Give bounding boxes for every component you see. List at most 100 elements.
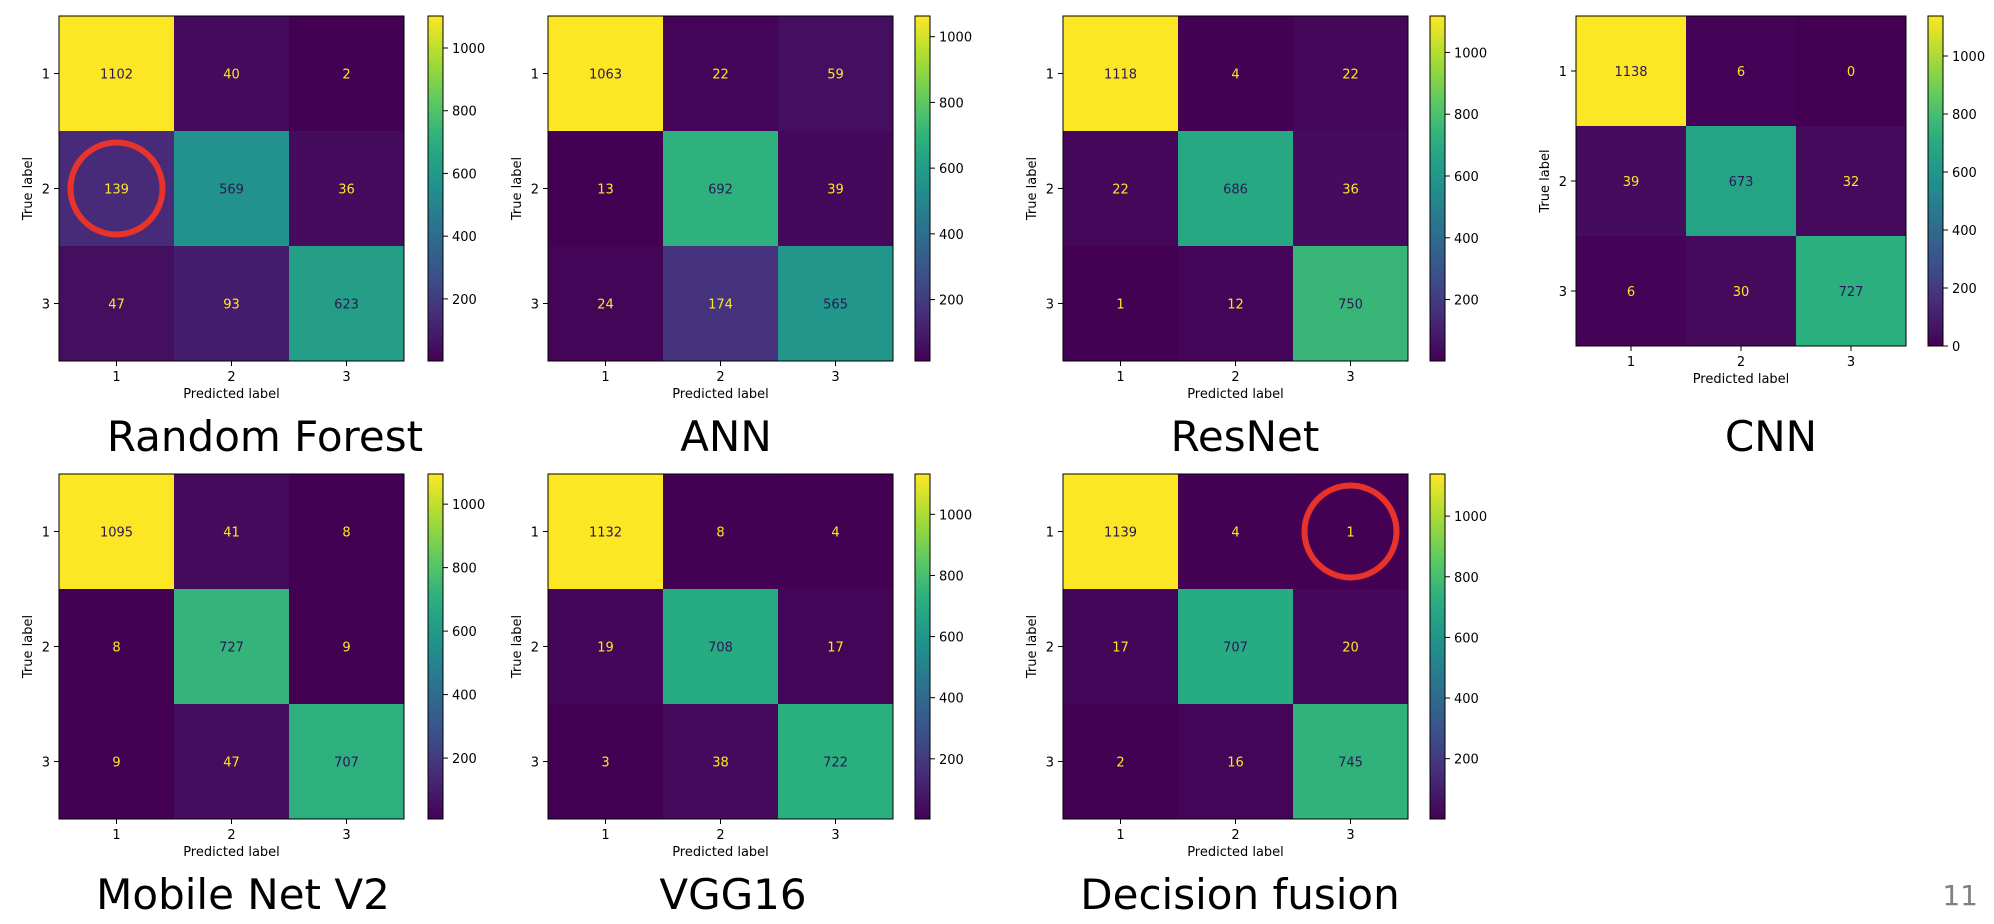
- cell-r2-c1: [548, 131, 663, 246]
- highlight-circle: [1301, 482, 1400, 581]
- x-tick-label-2: 2: [716, 370, 724, 385]
- matrix-frame: [1062, 473, 1409, 820]
- y-tick-label-2: 2: [42, 641, 50, 656]
- cell-value-r2-c2: 727: [219, 641, 244, 656]
- cell-r3-c3: [289, 246, 404, 361]
- matrix-frame: [58, 473, 405, 820]
- y-tick-label-3: 3: [42, 756, 50, 771]
- colorbar-tick-label-1000: 1000: [1952, 50, 1985, 65]
- cell-r3-c2: [1686, 236, 1796, 346]
- x-axis-label: Predicted label: [672, 387, 769, 402]
- cell-r2-c1: [59, 131, 174, 246]
- cell-r3-c3: [778, 246, 893, 361]
- colorbar-tick-label-800: 800: [1952, 108, 1977, 123]
- matrix-frame: [58, 15, 405, 362]
- cell-value-r2-c3: 32: [1843, 175, 1860, 190]
- cell-value-r2-c2: 707: [1223, 641, 1248, 656]
- cell-value-r3-c3: 727: [1839, 285, 1864, 300]
- y-tick-label-2: 2: [1046, 183, 1054, 198]
- colorbar: [427, 473, 444, 820]
- cell-value-r3-c3: 722: [823, 756, 848, 771]
- cell-value-r3-c1: 1: [1116, 298, 1124, 313]
- matrix-frame: [547, 473, 894, 820]
- cell-value-r2-c2: 686: [1223, 183, 1248, 198]
- cell-r2-c3: [289, 589, 404, 704]
- cell-r3-c1: [548, 246, 663, 361]
- cell-r2-c2: [1178, 131, 1293, 246]
- cell-value-r3-c2: 30: [1733, 285, 1750, 300]
- y-tick-label-3: 3: [1559, 285, 1567, 300]
- y-tick-label-3: 3: [531, 756, 539, 771]
- x-tick-label-3: 3: [342, 370, 350, 385]
- colorbar-tick-label-400: 400: [1454, 692, 1479, 707]
- caption-cnn: CNN: [1724, 412, 1818, 461]
- y-tick-label-1: 1: [531, 526, 539, 541]
- cell-r2-c1: [1063, 589, 1178, 704]
- y-tick-label-1: 1: [1559, 65, 1567, 80]
- cell-value-r3-c1: 2: [1116, 756, 1124, 771]
- x-axis-label: Predicted label: [672, 845, 769, 860]
- cell-value-r1-c1: 1139: [1104, 526, 1137, 541]
- cell-r3-c3: [1796, 236, 1906, 346]
- y-tick-label-1: 1: [42, 68, 50, 83]
- y-axis-label: True label: [510, 157, 525, 221]
- x-axis-label: Predicted label: [1187, 845, 1284, 860]
- cell-value-r2-c2: 708: [708, 641, 733, 656]
- y-tick-label-2: 2: [42, 183, 50, 198]
- cell-r2-c3: [778, 131, 893, 246]
- page-number: 11: [1942, 879, 1978, 912]
- cell-value-r3-c3: 565: [823, 298, 848, 313]
- cell-value-r3-c1: 24: [597, 298, 614, 313]
- colorbar-tick-label-1000: 1000: [939, 508, 972, 523]
- cell-value-r2-c1: 19: [597, 641, 614, 656]
- y-tick-label-2: 2: [531, 641, 539, 656]
- cell-value-r1-c3: 8: [342, 526, 350, 541]
- cell-value-r2-c1: 39: [1623, 175, 1640, 190]
- x-tick-label-3: 3: [342, 828, 350, 843]
- cell-r1-c1: [1063, 474, 1178, 589]
- colorbar: [427, 15, 444, 362]
- matrix-frame: [1062, 15, 1409, 362]
- caption-mobile-net-v2: Mobile Net V2: [96, 870, 390, 919]
- colorbar-tick-label-600: 600: [1952, 166, 1977, 181]
- caption-decision-fusion: Decision fusion: [1080, 870, 1400, 919]
- cell-value-r1-c2: 4: [1231, 526, 1239, 541]
- cell-value-r3-c2: 38: [712, 756, 729, 771]
- x-axis-label: Predicted label: [183, 387, 280, 402]
- cell-r3-c3: [1293, 704, 1408, 819]
- x-tick-label-3: 3: [1346, 370, 1354, 385]
- cell-value-r3-c3: 745: [1338, 756, 1363, 771]
- cell-value-r3-c1: 47: [108, 298, 125, 313]
- cell-value-r2-c3: 39: [827, 183, 844, 198]
- x-axis-label: Predicted label: [183, 845, 280, 860]
- x-tick-label-3: 3: [831, 828, 839, 843]
- cell-r1-c3: [1796, 16, 1906, 126]
- y-tick-label-2: 2: [1559, 175, 1567, 190]
- cell-r2-c3: [289, 131, 404, 246]
- cell-r1-c2: [663, 474, 778, 589]
- colorbar-tick-label-400: 400: [1952, 224, 1977, 239]
- cell-value-r1-c2: 8: [716, 526, 724, 541]
- y-tick-label-1: 1: [1046, 68, 1054, 83]
- colorbar: [914, 473, 931, 820]
- cell-r3-c3: [1293, 246, 1408, 361]
- y-tick-label-3: 3: [1046, 756, 1054, 771]
- cell-r2-c1: [1576, 126, 1686, 236]
- cell-value-r3-c1: 6: [1627, 285, 1635, 300]
- colorbar-tick-label-600: 600: [452, 625, 477, 640]
- cell-r3-c1: [59, 246, 174, 361]
- x-tick-label-1: 1: [1116, 370, 1124, 385]
- cell-value-r1-c1: 1095: [100, 526, 133, 541]
- cell-value-r1-c2: 40: [223, 68, 240, 83]
- colorbar-tick-label-600: 600: [1454, 631, 1479, 646]
- colorbar-tick-label-600: 600: [1454, 170, 1479, 185]
- cell-r2-c3: [778, 589, 893, 704]
- cell-r1-c1: [1063, 16, 1178, 131]
- cell-value-r3-c2: 174: [708, 298, 733, 313]
- matrix-frame: [547, 15, 894, 362]
- colorbar-tick-label-800: 800: [452, 562, 477, 577]
- cell-r2-c2: [1686, 126, 1796, 236]
- y-axis-label: True label: [21, 157, 36, 221]
- colorbar-tick-label-200: 200: [1454, 753, 1479, 768]
- cell-r1-c2: [1178, 16, 1293, 131]
